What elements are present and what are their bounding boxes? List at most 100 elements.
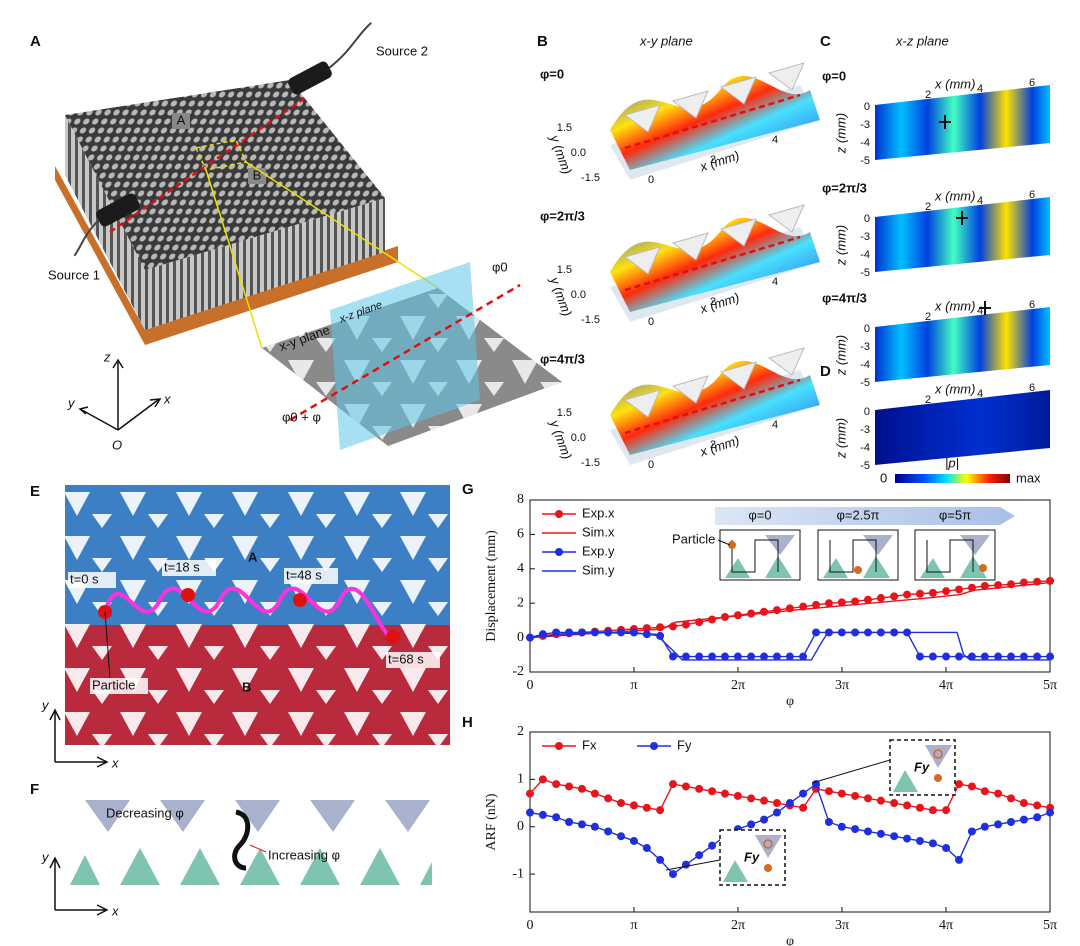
- region-label: A: [177, 112, 186, 127]
- center-line: [289, 283, 521, 422]
- data-point: [747, 794, 756, 803]
- region-label: A: [248, 549, 258, 564]
- tick-label: 1.5: [557, 407, 572, 419]
- legend-label: Fx: [582, 737, 597, 752]
- path-trace: [829, 539, 877, 573]
- axis-label: z (mm): [833, 335, 848, 376]
- data-point: [915, 589, 924, 598]
- tick-label: 1.5: [557, 264, 572, 276]
- zoom-line: [245, 161, 439, 289]
- legend-marker: [555, 510, 563, 518]
- data-point: [812, 628, 821, 637]
- field-strip: [875, 307, 1050, 382]
- data-point: [526, 808, 534, 817]
- particle-marker: [956, 211, 968, 225]
- inset-label: Particle: [672, 531, 715, 546]
- legend-marker: [555, 548, 563, 556]
- data-point: [1033, 652, 1042, 661]
- data-point: [681, 782, 690, 791]
- x-tick-label: 0: [527, 918, 534, 933]
- data-point: [747, 820, 756, 829]
- field-strip: [875, 197, 1050, 272]
- y-tick-label: 0: [517, 630, 524, 645]
- axis-name: y: [41, 697, 50, 712]
- tick-label: 4: [977, 388, 983, 400]
- axes-icon: [78, 358, 162, 431]
- center-line: [624, 235, 801, 292]
- data-point: [720, 652, 729, 661]
- phase-label: φ=2π/3: [540, 208, 585, 223]
- x-axis-label: φ: [786, 934, 794, 946]
- prism: [623, 104, 661, 133]
- y-tick-label: 2: [517, 595, 524, 610]
- tick-label: -5: [860, 267, 870, 279]
- axis-label: z (mm): [833, 418, 848, 459]
- y-tick-label: -1: [512, 866, 524, 881]
- data-point: [772, 808, 781, 817]
- phase-label: φ=0: [822, 68, 846, 83]
- data-point: [851, 597, 860, 606]
- panel-letter: H: [462, 714, 473, 731]
- tick-label: 6: [1029, 189, 1035, 201]
- axis-label: x (mm): [934, 188, 975, 203]
- x-tick-label: 4π: [939, 918, 953, 933]
- data-point: [695, 784, 704, 793]
- data-point: [812, 600, 821, 609]
- tick-label: 0.0: [571, 289, 586, 301]
- data-point: [642, 844, 651, 853]
- source-1: [73, 193, 140, 257]
- data-point: [876, 829, 885, 838]
- tick-label: 4: [772, 134, 778, 146]
- tick-label: 4: [772, 276, 778, 288]
- legend-label: Sim.y: [582, 562, 615, 577]
- data-point: [876, 796, 885, 805]
- prism: [719, 361, 757, 390]
- time-labels: [68, 560, 440, 694]
- prism: [671, 232, 709, 261]
- data-point: [890, 832, 899, 841]
- data-point: [863, 595, 872, 604]
- data-point: [1033, 813, 1042, 822]
- data-point: [876, 594, 885, 603]
- prism: [671, 90, 709, 119]
- y-tick-label: 2: [517, 724, 524, 739]
- x-tick-label: 3π: [835, 918, 849, 933]
- pointer: [249, 844, 267, 853]
- data-point: [526, 789, 534, 798]
- axes-icon: [49, 856, 109, 916]
- inset-label: φ=2.5π: [836, 507, 879, 522]
- tick-label: 6: [1029, 77, 1035, 89]
- pressure-surface: [610, 217, 820, 312]
- field-strip: [875, 390, 1050, 465]
- data-point: [915, 836, 924, 845]
- tick-label: 2: [925, 89, 931, 101]
- tick-label: -3: [860, 341, 870, 353]
- legend-marker: [555, 742, 563, 750]
- tick-label: 0: [864, 101, 870, 113]
- axis-name: z: [103, 349, 111, 364]
- data-point: [785, 652, 794, 661]
- data-point: [799, 789, 808, 798]
- data-point: [772, 799, 781, 808]
- data-point: [824, 599, 833, 608]
- data-point: [837, 598, 846, 607]
- data-point: [708, 787, 717, 796]
- legend-label: Exp.y: [582, 543, 615, 558]
- data-point: [1007, 794, 1016, 803]
- axis-label: z (mm): [833, 113, 848, 154]
- data-point: [552, 813, 561, 822]
- data-point: [695, 851, 704, 860]
- tick-label: 0: [648, 316, 654, 328]
- data-point: [890, 592, 899, 601]
- data-point: [642, 803, 651, 812]
- phase-label: φ=4π/3: [822, 290, 867, 305]
- data-point: [1007, 818, 1016, 826]
- data-point: [967, 782, 976, 791]
- panel-letter: F: [30, 781, 39, 798]
- legend-label: Sim.x: [582, 524, 615, 539]
- data-point: [980, 787, 989, 796]
- region-label: B: [253, 167, 262, 182]
- data-point: [733, 791, 742, 800]
- triangle: [725, 558, 750, 578]
- data-point: [1033, 801, 1042, 810]
